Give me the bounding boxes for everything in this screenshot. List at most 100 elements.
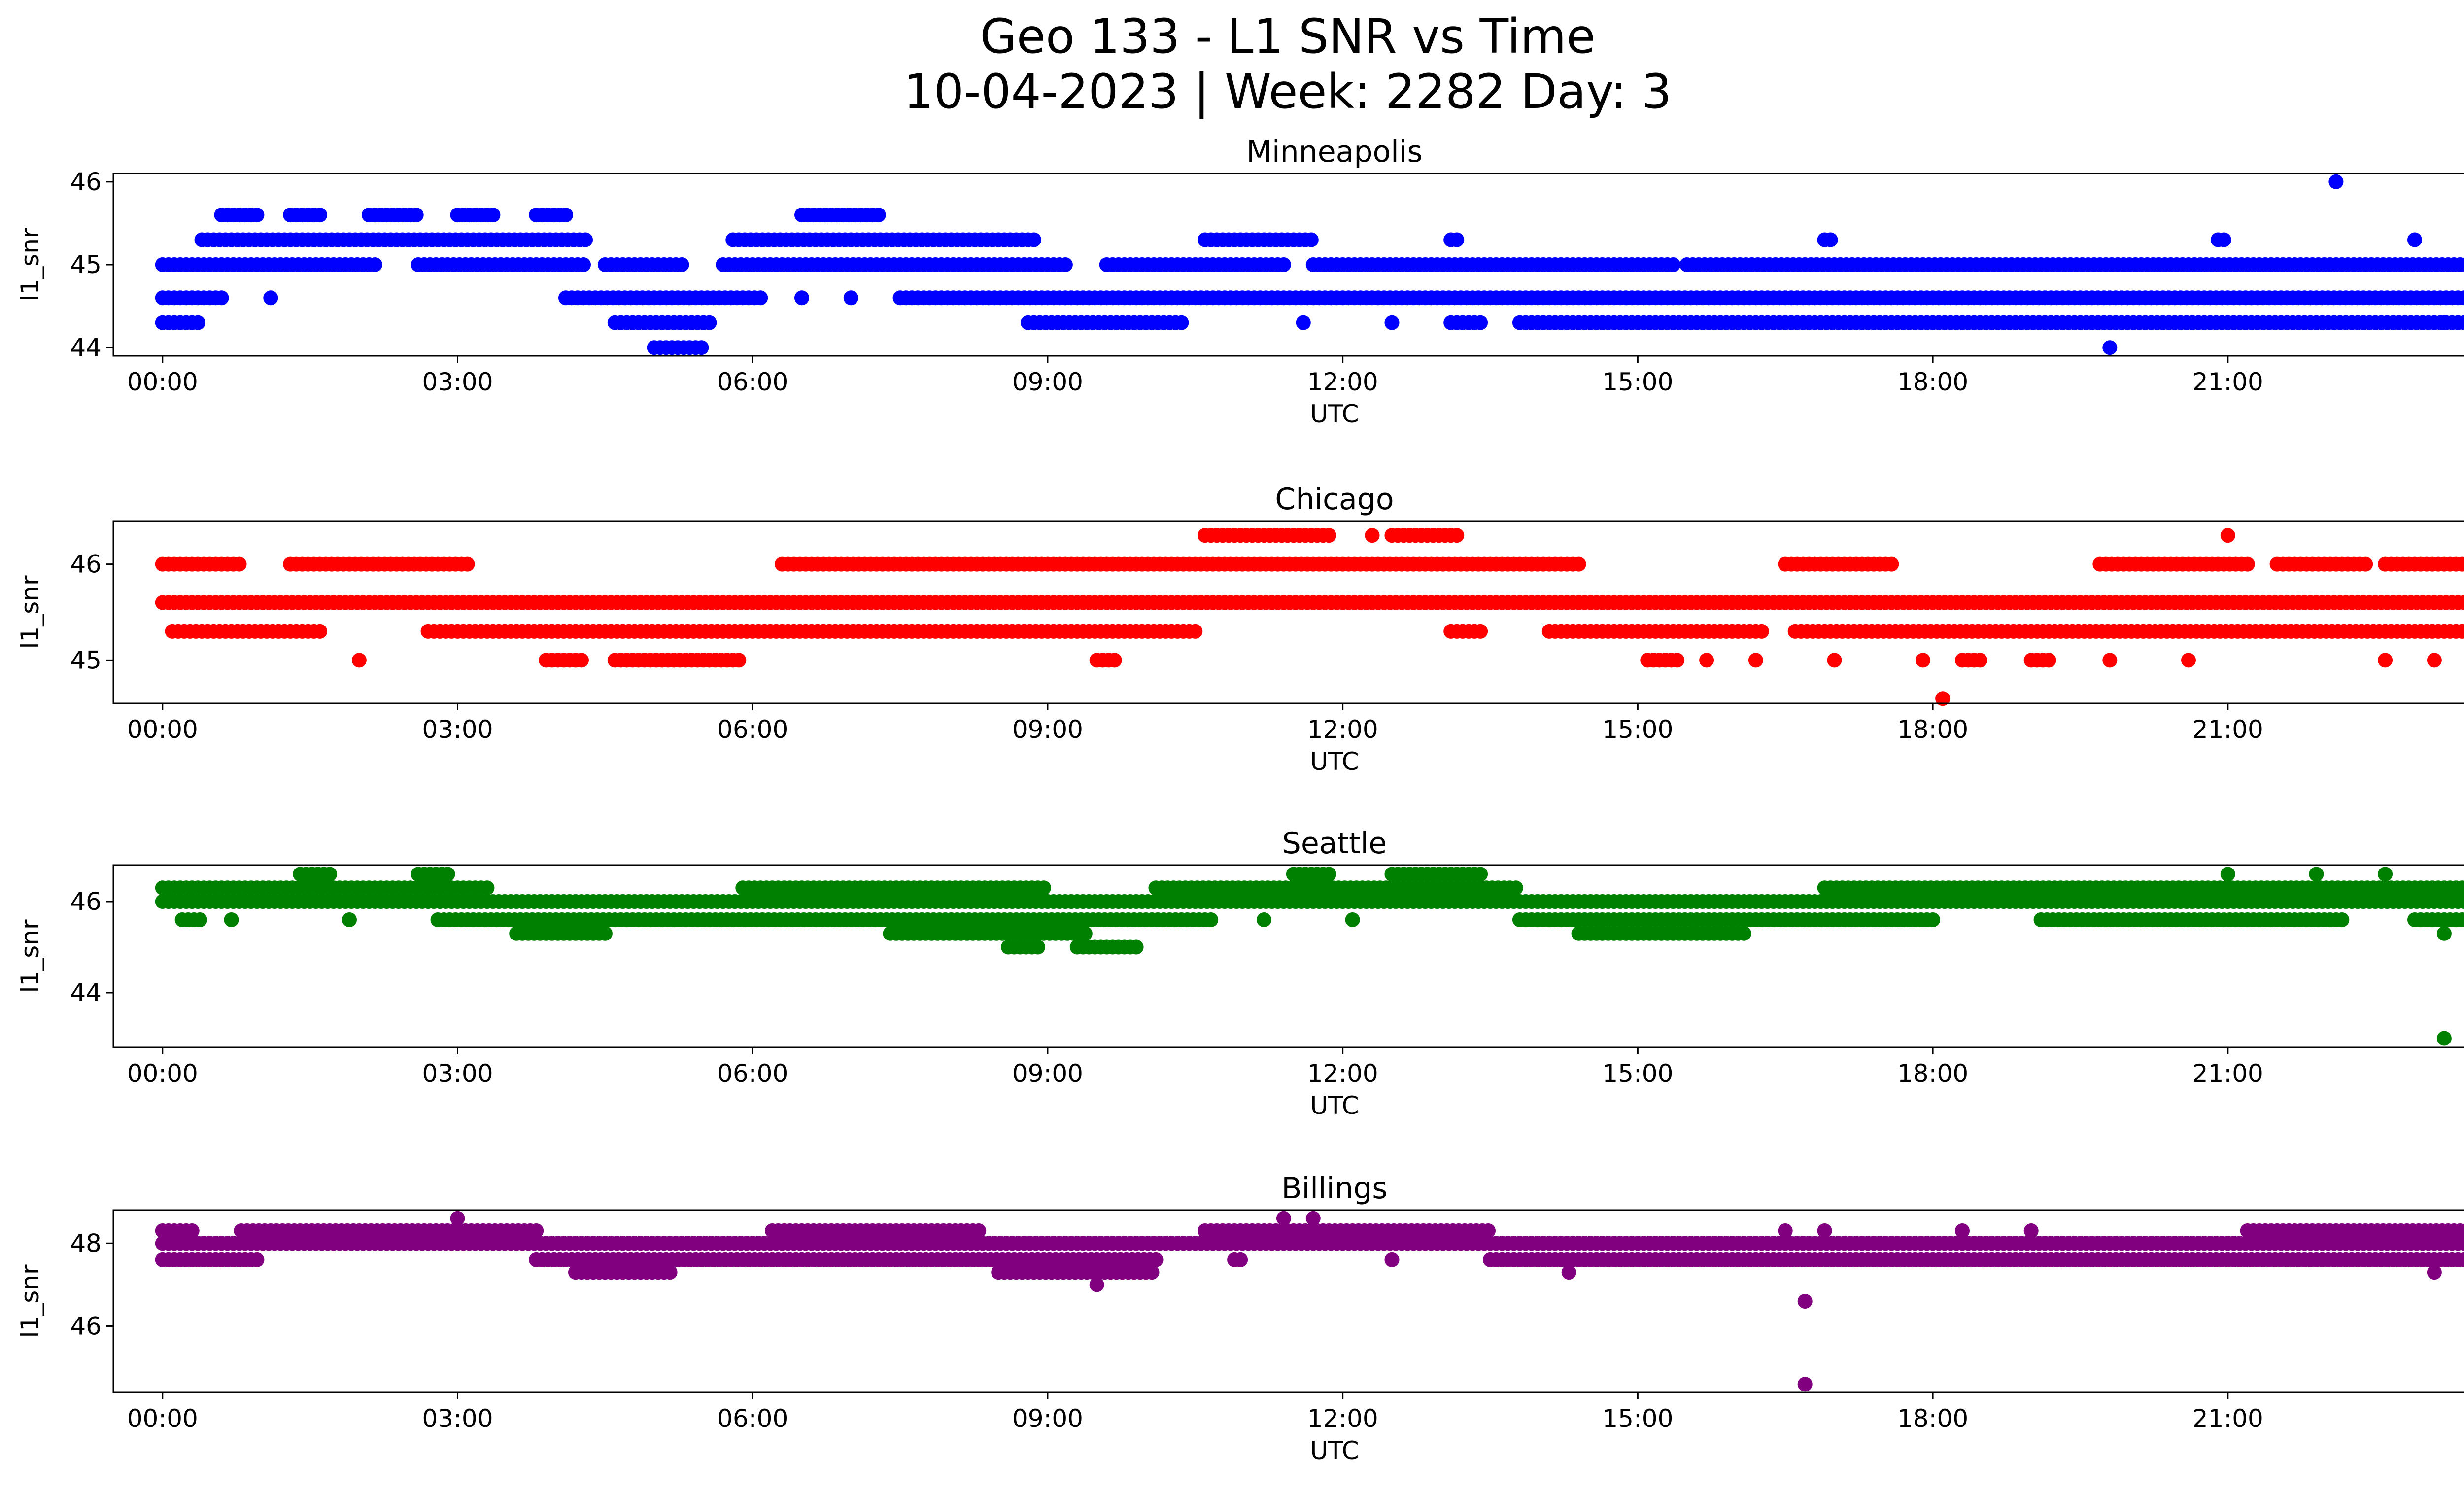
x-tick-label: 15:00 xyxy=(1602,368,1673,396)
data-point xyxy=(2102,340,2118,355)
data-point xyxy=(2462,318,2464,327)
data-point xyxy=(1077,926,1093,941)
data-point xyxy=(1257,912,1271,927)
x-tick-label: 09:00 xyxy=(1012,368,1083,396)
data-point xyxy=(2458,1223,2464,1238)
data-point xyxy=(576,257,591,272)
plot-frame xyxy=(112,520,2464,704)
x-tick-label: 06:00 xyxy=(717,368,788,396)
x-tick-label: 15:00 xyxy=(1602,1059,1673,1088)
data-point xyxy=(409,208,424,223)
x-tick-label: 18:00 xyxy=(1897,368,1968,396)
data-point xyxy=(1365,528,1380,543)
y-tick-label: 44 xyxy=(70,978,102,1007)
data-point xyxy=(1972,653,1987,668)
data-point xyxy=(2358,556,2373,572)
data-point xyxy=(2427,653,2442,668)
data-point xyxy=(460,556,475,572)
data-point xyxy=(184,1223,200,1238)
data-point xyxy=(440,867,455,882)
data-point xyxy=(479,880,495,896)
x-tick-label: 21:00 xyxy=(2192,715,2263,744)
data-point xyxy=(2456,315,2464,330)
y-tick-label: 44 xyxy=(70,333,102,362)
data-point xyxy=(1449,528,1465,543)
data-point xyxy=(1935,691,1951,706)
data-point xyxy=(1797,1294,1813,1309)
y-axis-label: l1_snr xyxy=(16,228,44,301)
x-tick-label: 15:00 xyxy=(1602,1404,1673,1433)
data-point xyxy=(1449,232,1465,247)
data-point xyxy=(1036,880,1051,896)
data-point xyxy=(1027,232,1041,247)
data-point xyxy=(2456,894,2464,909)
panel-title: Minneapolis xyxy=(1246,135,1423,169)
y-tick-label: 46 xyxy=(70,887,102,916)
data-point xyxy=(1778,1223,1793,1238)
panel-title: Seattle xyxy=(1282,826,1387,861)
plot-frame xyxy=(112,1209,2464,1393)
data-point xyxy=(190,315,205,330)
data-point xyxy=(1296,315,1311,330)
x-axis-label: UTC xyxy=(1310,1436,1359,1465)
panel-minneapolis: Minneapolis UTC l1_snr 00:00 03:00 06:00 09… xyxy=(16,135,2464,428)
data-point xyxy=(1925,912,1941,927)
data-point xyxy=(1797,1377,1813,1392)
x-tick-label: 09:00 xyxy=(1012,715,1083,744)
data-point xyxy=(1481,1223,1496,1238)
data-point xyxy=(2041,653,2056,668)
data-point xyxy=(249,208,265,223)
data-point xyxy=(1823,232,1838,247)
y-tick-label: 45 xyxy=(70,646,102,674)
data-point xyxy=(1508,880,1523,896)
y-tick-label: 45 xyxy=(70,250,102,279)
data-point xyxy=(662,1265,678,1280)
data-point xyxy=(2462,293,2464,303)
panel-seattle: Seattle UTC l1_snr 00:00 03:00 06:00 09:00 1… xyxy=(16,826,2464,1120)
x-tick-label: 21:00 xyxy=(2192,1059,2263,1088)
figure-title-line-1: Geo 133 - L1 SNR vs Time xyxy=(980,9,1596,64)
data-point xyxy=(597,926,613,941)
x-tick-label: 12:00 xyxy=(1307,1059,1378,1088)
x-axis-label: UTC xyxy=(1310,1091,1359,1120)
y-tick-label: 46 xyxy=(70,1312,102,1340)
x-axis-label: UTC xyxy=(1310,400,1359,428)
x-tick-label: 18:00 xyxy=(1897,1059,1968,1088)
data-point xyxy=(1148,1252,1164,1267)
panel-billings: Billings UTC l1_snr 00:00 03:00 06:00 09:00… xyxy=(16,1171,2464,1465)
data-point xyxy=(1748,653,1763,668)
data-point xyxy=(2456,1236,2464,1251)
data-point xyxy=(1955,1223,1970,1238)
data-point xyxy=(2456,290,2464,306)
x-tick-label: 00:00 xyxy=(127,1404,198,1433)
data-point xyxy=(558,208,573,223)
data-point xyxy=(2460,913,2464,926)
data-point xyxy=(2462,897,2464,906)
data-point xyxy=(1736,926,1751,941)
data-point xyxy=(2220,528,2235,543)
data-point xyxy=(2023,1223,2039,1238)
panel-chicago: Chicago UTC l1_snr 00:00 03:00 06:00 09:00 1… xyxy=(16,482,2464,776)
data-point xyxy=(2397,315,2413,330)
data-point xyxy=(1473,867,1488,882)
x-tick-label: 03:00 xyxy=(422,1059,493,1088)
panel-title: Billings xyxy=(1281,1171,1387,1206)
data-point xyxy=(312,208,328,223)
x-tick-label: 21:00 xyxy=(2192,1404,2263,1433)
data-point xyxy=(1817,1223,1832,1238)
x-tick-label: 18:00 xyxy=(1897,1404,1968,1433)
x-tick-label: 03:00 xyxy=(422,715,493,744)
x-tick-label: 00:00 xyxy=(127,368,198,396)
x-tick-label: 03:00 xyxy=(422,368,493,396)
data-point xyxy=(1345,912,1360,927)
data-point xyxy=(1303,232,1319,247)
data-point xyxy=(1107,653,1122,668)
data-point xyxy=(249,1252,265,1267)
data-point xyxy=(2181,653,2196,668)
x-tick-label: 15:00 xyxy=(1602,715,1673,744)
data-point xyxy=(578,232,593,247)
data-point xyxy=(1233,1252,1248,1267)
data-point xyxy=(1174,315,1189,330)
data-point xyxy=(232,556,247,572)
